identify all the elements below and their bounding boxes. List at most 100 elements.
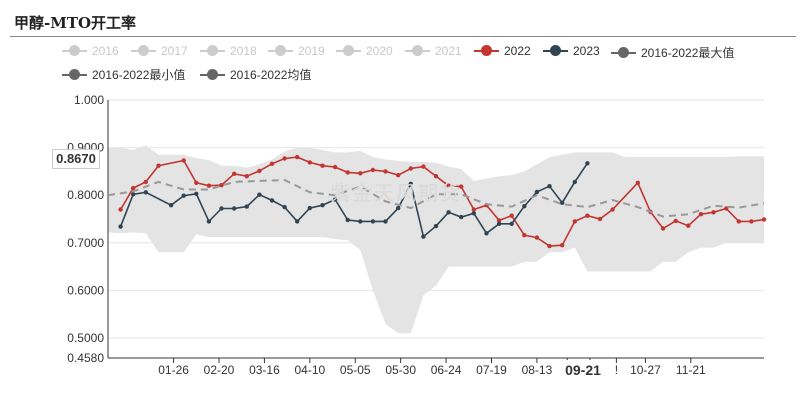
data-point-2023: [572, 179, 577, 185]
data-point-2022: [408, 166, 413, 171]
data-point-2022: [749, 219, 754, 224]
data-point-2023: [257, 192, 262, 197]
data-point-2022: [471, 207, 476, 212]
legend-item-2021[interactable]: 2021: [405, 44, 462, 58]
legend-item-2016[interactable]: 2016: [62, 44, 119, 58]
data-point-2023: [560, 200, 565, 205]
y-tick-label: 0.4580: [67, 351, 104, 365]
data-point-2023: [131, 192, 136, 197]
data-point-2023: [244, 204, 249, 209]
circle-line-icon: [131, 44, 156, 58]
data-point-2023: [446, 210, 451, 215]
legend-label: 2016-2022最大值: [641, 46, 735, 60]
x-tick-label: 11-21: [676, 363, 706, 377]
data-point-2022: [358, 171, 363, 176]
y-tick-label: 0.8000: [67, 188, 104, 202]
data-point-2022: [547, 243, 552, 249]
data-point-2022: [156, 163, 161, 168]
x-tick-label: 10-27: [630, 363, 661, 377]
x-tick-label: 01-26: [158, 363, 189, 377]
y-tick-label: 0.6000: [67, 283, 104, 297]
crosshair-x-date: 09-21: [559, 360, 607, 380]
data-point-2022: [446, 183, 451, 188]
data-point-2023: [206, 219, 212, 224]
legend-item-2017[interactable]: 2017: [131, 44, 188, 58]
legend-label: 2020: [366, 44, 393, 58]
legend-item-2022[interactable]: 2022: [474, 44, 531, 58]
data-point-2023: [459, 214, 464, 220]
x-tick-label: !: [615, 363, 618, 377]
data-point-2022: [673, 218, 678, 224]
legend-label: 2017: [161, 44, 188, 58]
data-point-2022: [597, 216, 603, 222]
data-point-2023: [534, 189, 540, 195]
data-point-2022: [143, 179, 148, 185]
legend-item-2018[interactable]: 2018: [200, 44, 257, 58]
legend-item-2023[interactable]: 2023: [543, 44, 600, 58]
data-point-2022: [257, 168, 262, 174]
data-point-2022: [131, 185, 136, 191]
data-point-2022: [244, 174, 249, 179]
data-point-2022: [560, 243, 565, 248]
title-divider: [10, 36, 796, 37]
circle-line-icon: [336, 44, 361, 58]
data-point-2023: [143, 190, 148, 195]
data-point-2023: [358, 219, 363, 224]
legend-label: 2016-2022最小值: [92, 68, 186, 82]
data-point-2022: [496, 218, 502, 223]
x-tick-label: 04-10: [294, 363, 325, 377]
circle-line-icon: [62, 44, 87, 58]
data-point-2022: [522, 233, 527, 238]
data-point-2023: [433, 223, 439, 229]
data-point-2023: [471, 211, 476, 216]
legend-label: 2019: [298, 44, 325, 58]
legend-item-2016-2022[interactable]: 2016-2022均值: [200, 66, 311, 83]
legend-label: 2021: [435, 44, 462, 58]
data-point-2023: [219, 206, 224, 211]
y-tick-label: 0.7000: [67, 236, 104, 250]
x-tick-label: 03-16: [249, 363, 280, 377]
data-point-2023: [585, 161, 590, 166]
circle-line-icon: [268, 44, 293, 58]
series-line-2016-2022-: [107, 178, 765, 218]
x-tick-label: 05-30: [385, 363, 416, 377]
legend-label: 2018: [230, 44, 257, 58]
data-point-2023: [421, 234, 426, 239]
circle-line-icon: [200, 68, 225, 82]
data-point-2023: [370, 219, 376, 224]
data-point-2023: [396, 205, 401, 211]
legend-item-2019[interactable]: 2019: [268, 44, 325, 58]
data-point-2022: [610, 207, 615, 212]
x-tick-label: 08-13: [522, 363, 553, 377]
circle-line-icon: [405, 44, 430, 58]
data-point-2022: [724, 206, 729, 211]
legend-label: 2022: [504, 44, 531, 58]
circle-line-icon: [474, 44, 499, 58]
y-tick-label: 1.000: [74, 93, 104, 107]
data-point-2023: [320, 203, 325, 208]
data-point-2022: [736, 219, 741, 224]
data-point-2022: [194, 180, 199, 185]
data-point-2022: [269, 161, 275, 166]
x-tick-label: 07-19: [476, 363, 507, 377]
data-point-2022: [572, 219, 577, 224]
data-point-2022: [534, 235, 540, 240]
data-point-2023: [232, 206, 237, 211]
data-point-2023: [194, 191, 199, 196]
legend-label: 2016: [92, 44, 119, 58]
data-point-2022: [711, 210, 716, 215]
data-point-2022: [698, 212, 704, 217]
circle-line-icon: [611, 46, 636, 60]
legend-item-2016-2022[interactable]: 2016-2022最小值: [62, 66, 185, 83]
circle-line-icon: [543, 44, 568, 58]
data-point-2022: [383, 169, 388, 174]
data-point-2022: [509, 213, 514, 218]
data-point-2023: [522, 204, 527, 209]
x-tick-label: 02-20: [204, 363, 235, 377]
data-point-2023: [509, 221, 514, 226]
legend-label: 2023: [573, 44, 600, 58]
legend-item-2016-2022[interactable]: 2016-2022最大值: [611, 44, 734, 61]
legend-item-2020[interactable]: 2020: [336, 44, 393, 58]
x-tick-label: 06-24: [431, 363, 462, 377]
